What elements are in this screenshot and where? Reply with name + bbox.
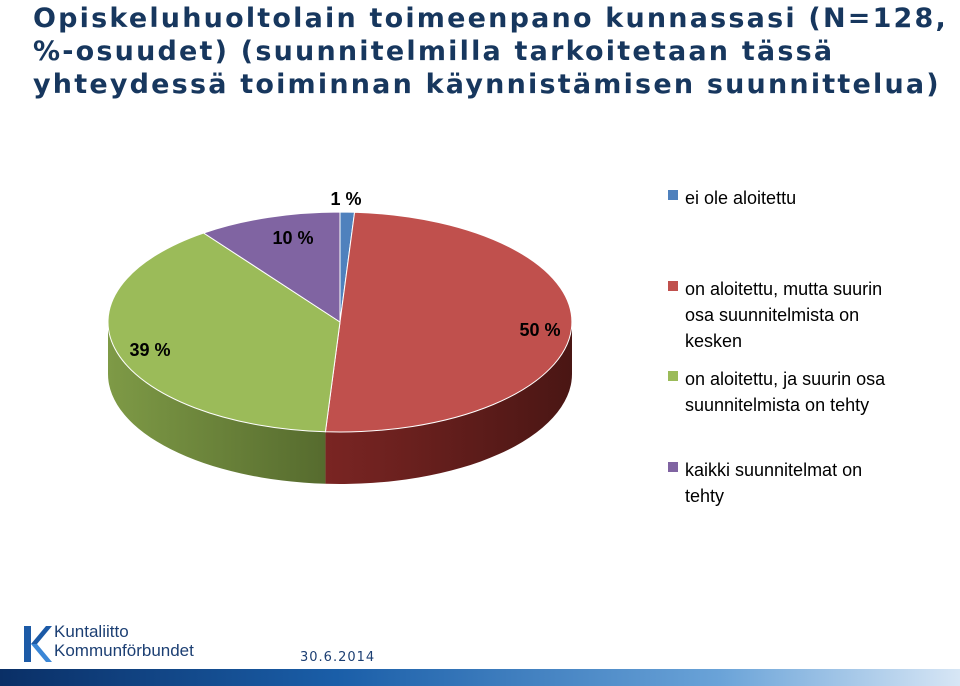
title-line-2: %-osuudet) (suunnitelmilla tarkoitetaan …: [33, 36, 835, 67]
pie-side-mostly-done: [108, 322, 326, 484]
legend-text-line: on aloitettu, ja suurin osa: [685, 369, 886, 389]
logo-line-2: Kommunförbundet: [54, 641, 194, 660]
footer-date: 30.6.2014: [300, 650, 376, 665]
legend-text-line: tehty: [685, 486, 725, 506]
title-line-3: yhteydessä toiminnan käynnistämisen suun…: [33, 69, 941, 100]
legend-text-line: osa suunnitelmista on: [685, 305, 860, 325]
legend-text-line: suunnitelmista on tehty: [685, 395, 870, 415]
data-label-not-started: 1 %: [330, 189, 361, 209]
pie-slices: [107, 211, 573, 433]
legend-text-line: on aloitettu, mutta suurin: [685, 279, 883, 299]
legend-text-line: kaikki suunnitelmat on: [685, 460, 863, 480]
logo-line-1: Kuntaliitto: [54, 622, 129, 641]
legend-swatch-blue: [668, 190, 678, 200]
legend-swatch-red: [668, 281, 678, 291]
legend-swatch-purple: [668, 462, 678, 472]
title-line-1: Opiskeluhuoltolain toimeenpano kunnassas…: [33, 3, 948, 34]
pie-side-in-progress: [325, 322, 572, 484]
data-label-mostly-done: 39 %: [129, 340, 170, 360]
data-label-in-progress: 50 %: [519, 320, 560, 340]
pie-slice-in-progress: [324, 211, 573, 433]
slide-title: Opiskeluhuoltolain toimeenpano kunnassas…: [33, 2, 948, 101]
legend-swatch-green: [668, 371, 678, 381]
data-label-all-done: 10 %: [272, 228, 313, 248]
pie-data-labels: 1 % 50 % 39 % 10 %: [129, 189, 560, 360]
legend-label: kaikki suunnitelmat on tehty: [685, 457, 955, 509]
pie-slice-mostly-done: [107, 232, 341, 433]
legend-label: ei ole aloitettu: [685, 185, 955, 211]
legend-text-line: ei ole aloitettu: [685, 188, 797, 208]
footer-gradient-bar: [0, 669, 960, 686]
legend-label: on aloitettu, ja suurin osa suunnitelmis…: [685, 366, 955, 418]
k-logo-icon: [24, 626, 52, 662]
kuntaliitto-logo: Kuntaliitto Kommunförbundet: [22, 622, 194, 666]
pie-side-walls: [108, 322, 572, 484]
legend-text-line: kesken: [685, 331, 743, 351]
logo-text: Kuntaliitto Kommunförbundet: [54, 622, 194, 660]
legend-label: on aloitettu, mutta suurin osa suunnitel…: [685, 276, 955, 354]
pie-slice-all-done: [202, 211, 341, 323]
